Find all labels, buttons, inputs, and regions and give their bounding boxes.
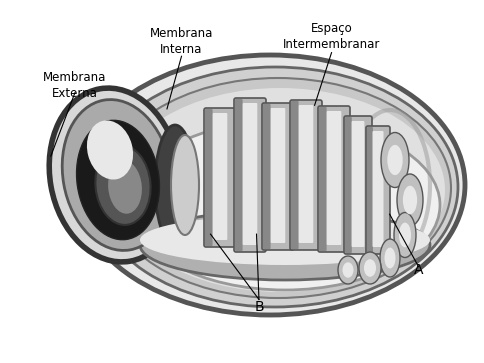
FancyBboxPatch shape bbox=[318, 106, 350, 252]
Ellipse shape bbox=[62, 99, 172, 250]
Ellipse shape bbox=[171, 135, 199, 235]
Ellipse shape bbox=[95, 145, 151, 225]
Text: Membrana
Externa: Membrana Externa bbox=[44, 71, 106, 100]
Text: B: B bbox=[254, 300, 264, 314]
FancyBboxPatch shape bbox=[271, 108, 285, 243]
FancyBboxPatch shape bbox=[262, 103, 294, 250]
FancyBboxPatch shape bbox=[235, 99, 242, 251]
FancyBboxPatch shape bbox=[205, 109, 212, 246]
FancyBboxPatch shape bbox=[212, 113, 227, 240]
Ellipse shape bbox=[399, 223, 411, 247]
Text: Membrana
Interna: Membrana Interna bbox=[150, 27, 213, 56]
FancyBboxPatch shape bbox=[344, 116, 372, 254]
Ellipse shape bbox=[380, 239, 400, 277]
Text: Espaço
Intermembranar: Espaço Intermembranar bbox=[283, 22, 380, 51]
Ellipse shape bbox=[87, 121, 133, 180]
Ellipse shape bbox=[105, 78, 451, 298]
Ellipse shape bbox=[115, 88, 445, 292]
FancyBboxPatch shape bbox=[367, 127, 373, 253]
Ellipse shape bbox=[155, 125, 195, 245]
FancyBboxPatch shape bbox=[351, 121, 364, 247]
FancyBboxPatch shape bbox=[291, 101, 299, 249]
Ellipse shape bbox=[381, 132, 409, 188]
FancyBboxPatch shape bbox=[327, 111, 341, 245]
Ellipse shape bbox=[397, 174, 423, 226]
Ellipse shape bbox=[384, 248, 395, 269]
Ellipse shape bbox=[403, 186, 417, 214]
FancyBboxPatch shape bbox=[290, 100, 322, 250]
Ellipse shape bbox=[92, 67, 458, 307]
Ellipse shape bbox=[107, 160, 143, 215]
FancyBboxPatch shape bbox=[345, 117, 352, 253]
FancyBboxPatch shape bbox=[234, 98, 266, 252]
Text: A: A bbox=[414, 264, 424, 277]
Ellipse shape bbox=[76, 120, 159, 240]
Ellipse shape bbox=[338, 256, 358, 284]
Ellipse shape bbox=[130, 120, 440, 290]
Ellipse shape bbox=[140, 210, 430, 280]
Ellipse shape bbox=[359, 252, 381, 284]
FancyBboxPatch shape bbox=[319, 107, 327, 251]
FancyBboxPatch shape bbox=[366, 126, 390, 254]
FancyBboxPatch shape bbox=[204, 108, 236, 247]
Ellipse shape bbox=[394, 212, 416, 257]
Ellipse shape bbox=[364, 259, 376, 277]
FancyBboxPatch shape bbox=[299, 105, 313, 243]
Ellipse shape bbox=[49, 88, 181, 262]
FancyBboxPatch shape bbox=[373, 131, 383, 247]
FancyBboxPatch shape bbox=[263, 104, 271, 249]
Ellipse shape bbox=[387, 145, 403, 175]
Ellipse shape bbox=[343, 262, 353, 278]
Ellipse shape bbox=[140, 215, 430, 265]
FancyBboxPatch shape bbox=[242, 103, 257, 245]
Ellipse shape bbox=[75, 55, 465, 315]
